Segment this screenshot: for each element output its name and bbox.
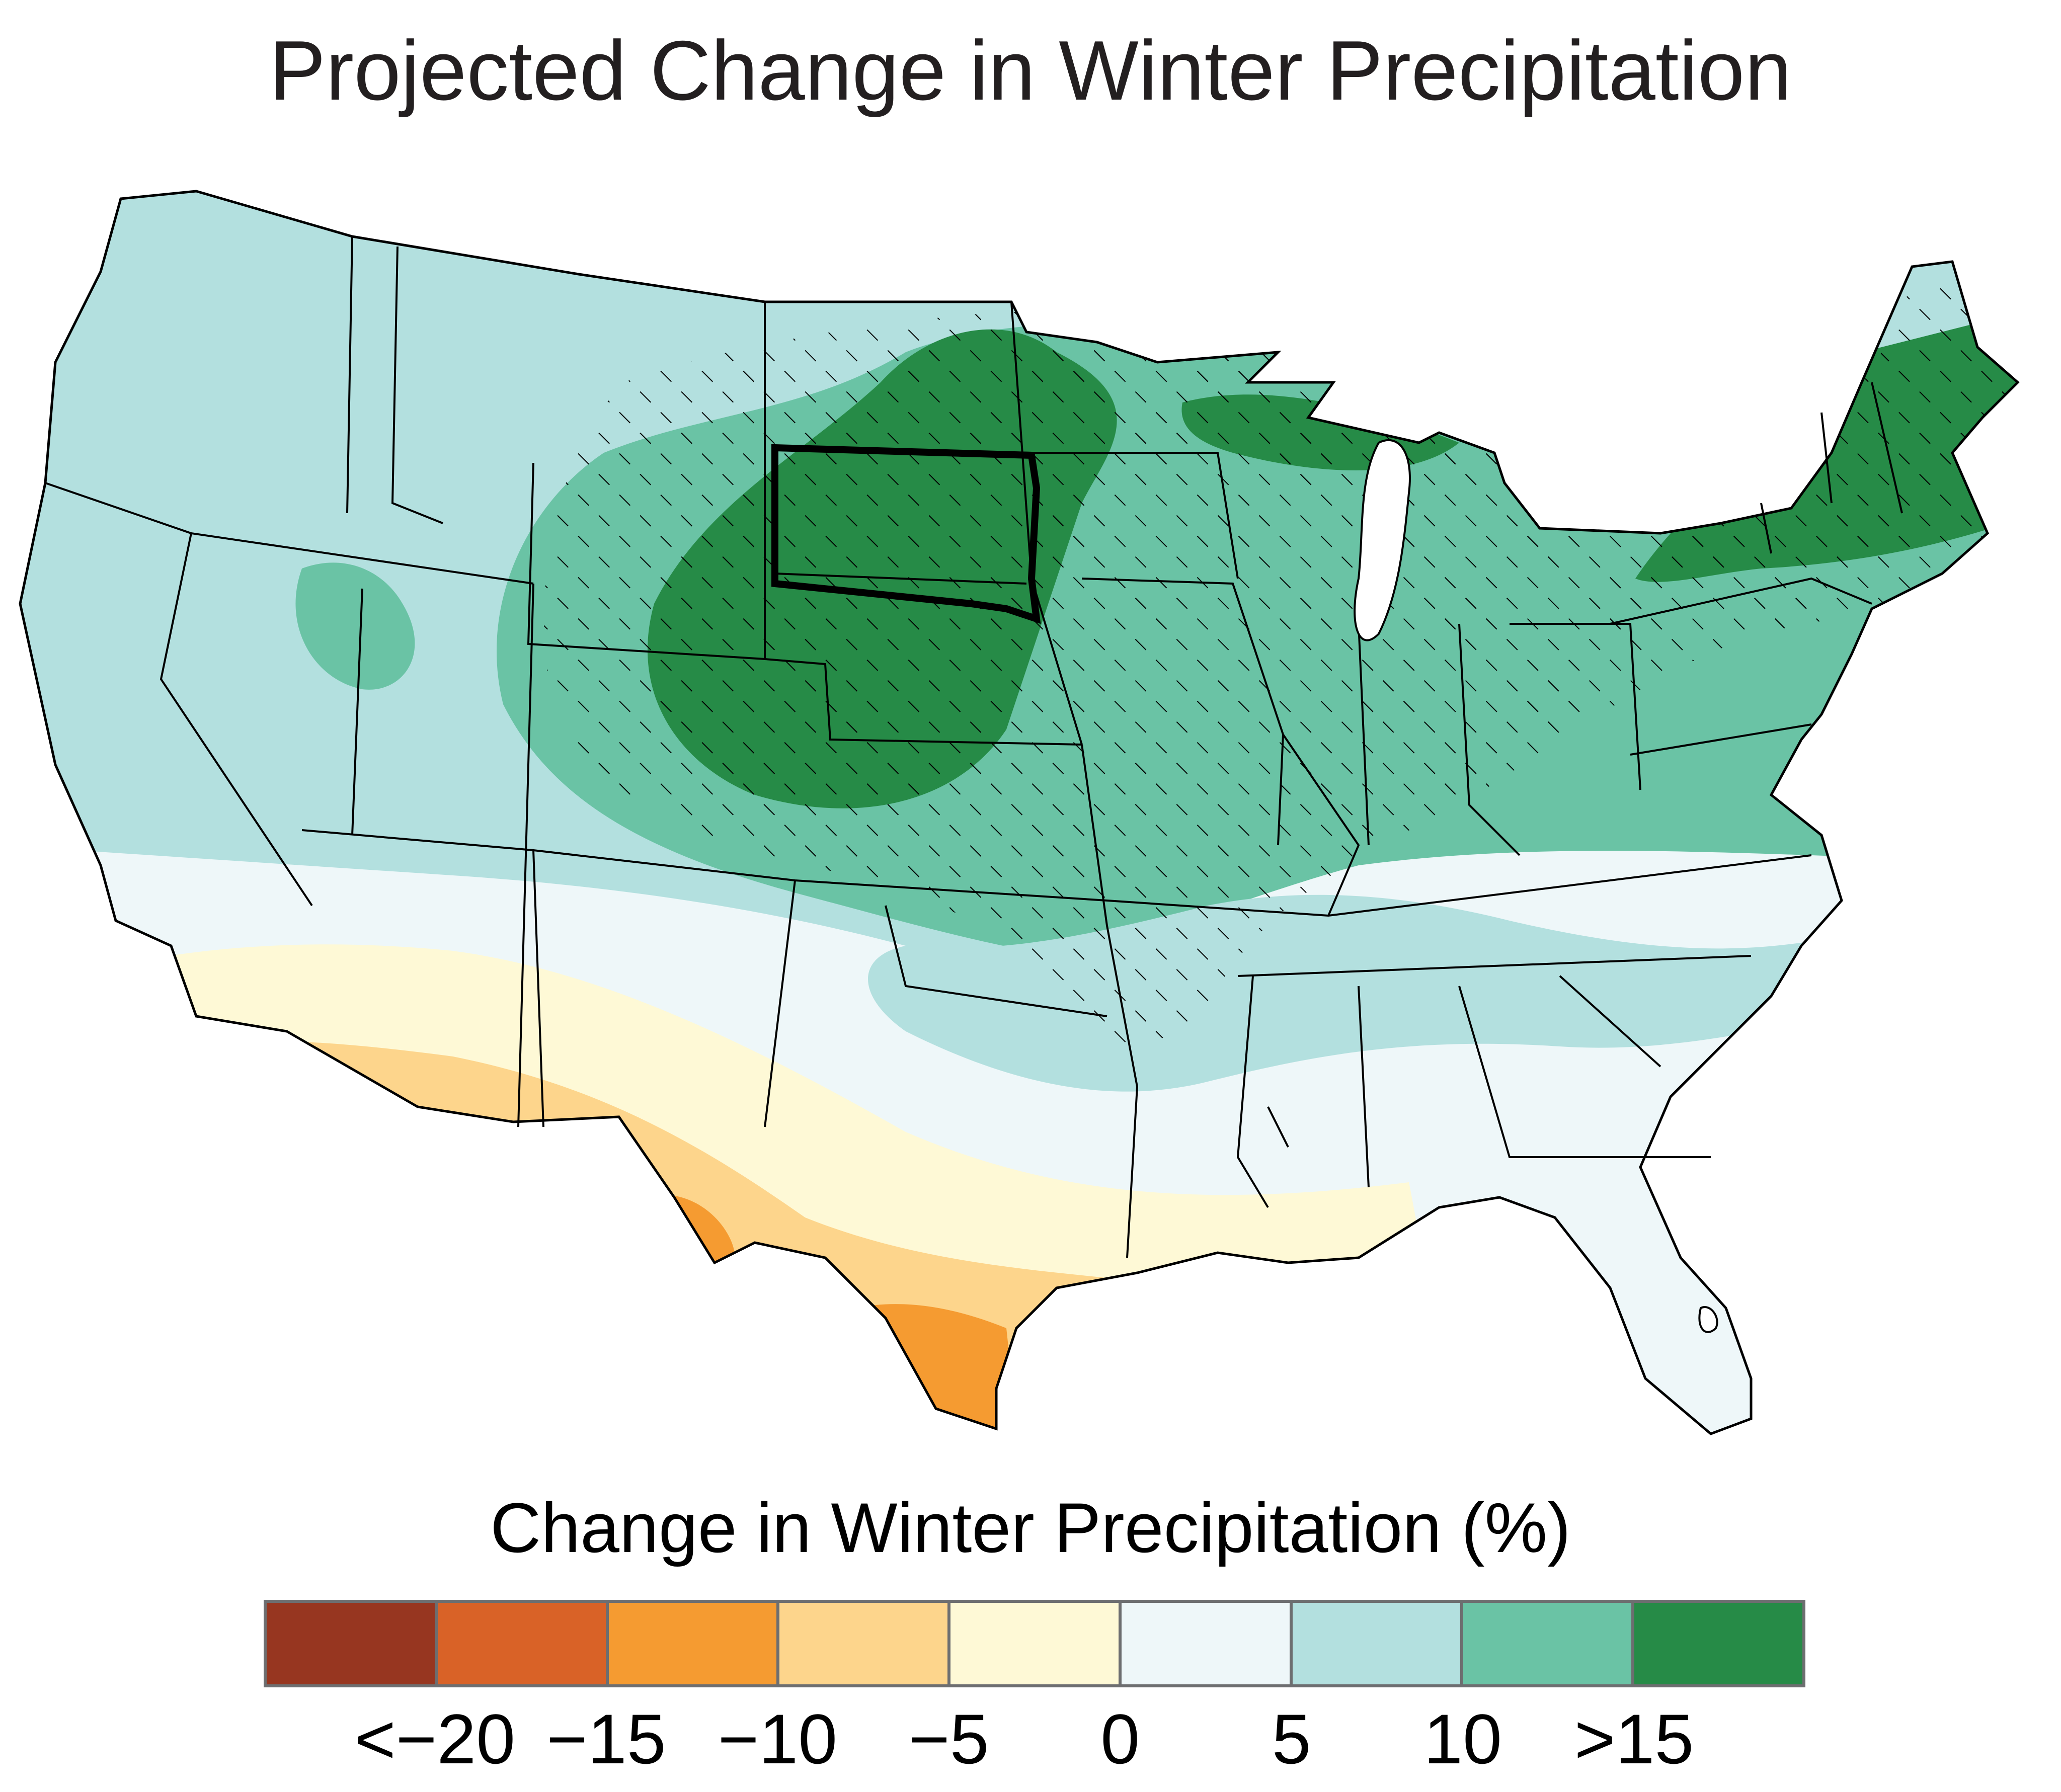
state-border-lines bbox=[45, 236, 1903, 1258]
legend-tick-label: −15 bbox=[546, 1699, 666, 1778]
fill-band-10-to-15-west-patch bbox=[295, 562, 415, 690]
legend-tick-labels: <−20 −15 −10 −5 0 5 10 >15 bbox=[0, 1700, 2061, 1781]
legend-tick-label: −10 bbox=[718, 1699, 838, 1778]
legend-swatch bbox=[950, 1603, 1122, 1684]
legend-swatch bbox=[1292, 1603, 1464, 1684]
legend-swatch bbox=[267, 1603, 438, 1684]
legend-tick-label: 5 bbox=[1272, 1699, 1311, 1778]
legend-tick-label: 10 bbox=[1423, 1699, 1502, 1778]
legend-swatch bbox=[1634, 1603, 1803, 1684]
lake-okeechobee bbox=[1698, 1306, 1718, 1333]
page-title: Projected Change in Winter Precipitation bbox=[269, 23, 1792, 118]
legend-swatch bbox=[1121, 1603, 1293, 1684]
legend-tick-label: −5 bbox=[908, 1699, 989, 1778]
lake-michigan bbox=[1354, 439, 1411, 641]
legend-swatch bbox=[437, 1603, 609, 1684]
legend-tick-label: >15 bbox=[1574, 1699, 1694, 1778]
legend-tick-label: 0 bbox=[1100, 1699, 1140, 1778]
legend-swatch bbox=[1463, 1603, 1635, 1684]
south-dakota-outline bbox=[771, 444, 1041, 624]
hatched-region-north-central bbox=[544, 272, 2018, 1050]
legend-swatch bbox=[779, 1603, 951, 1684]
legend-swatch bbox=[608, 1603, 780, 1684]
legend-title: Change in Winter Precipitation (%) bbox=[490, 1488, 1571, 1567]
state-borders bbox=[45, 236, 1903, 1258]
legend-tick-label: <−20 bbox=[354, 1699, 516, 1778]
hatch-layer bbox=[544, 272, 2018, 1050]
legend-color-bar bbox=[264, 1600, 1805, 1687]
fill-band-5-to-10-gulf bbox=[1409, 1172, 2018, 1434]
